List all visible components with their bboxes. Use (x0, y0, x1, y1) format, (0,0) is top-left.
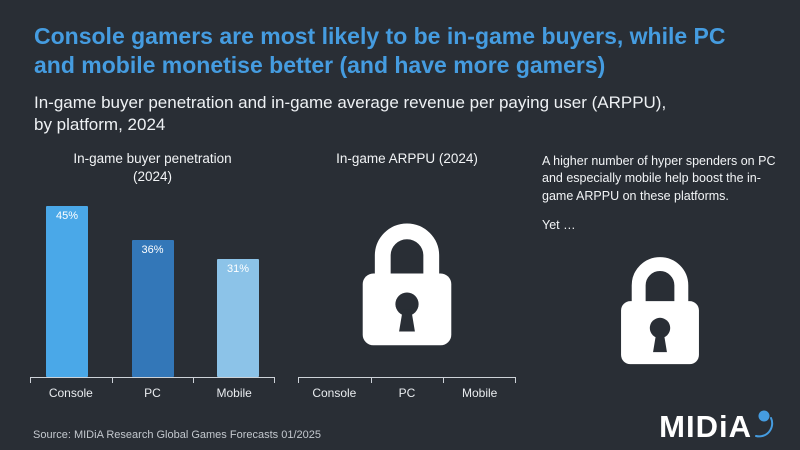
category-label-pc: PC (144, 386, 161, 400)
axis-tick (111, 378, 113, 383)
penetration-chart: In-game buyer penetration (2024) 45% 36%… (30, 150, 275, 400)
category-label-pc: PC (398, 386, 416, 400)
bar-value-label: 36% (141, 244, 164, 256)
axis-tick (298, 378, 299, 383)
padlock-icon (362, 223, 452, 346)
axis-tick (515, 378, 516, 383)
locked-content (542, 246, 777, 372)
header: Console gamers are most likely to be in-… (34, 22, 779, 136)
x-axis (30, 377, 275, 383)
axis-tick (193, 378, 195, 383)
bar-console: 45% (46, 206, 88, 377)
arppu-plot-area (298, 188, 516, 377)
bar-pc: 36% (131, 240, 174, 377)
annotation-text: A higher number of hyper spenders on PC … (542, 154, 776, 203)
x-axis-labels: Console PC Mobile (298, 386, 516, 400)
category-label-mobile: Mobile (216, 386, 252, 400)
annotation-panel: A higher number of hyper spenders on PC … (542, 153, 777, 372)
padlock-icon (620, 256, 699, 364)
bar-value-label: 31% (226, 263, 250, 275)
penetration-chart-title: In-game buyer penetration (2024) (73, 151, 232, 184)
bar-mobile: 31% (217, 259, 259, 377)
category-label-console: Console (48, 386, 93, 400)
axis-tick (443, 378, 445, 383)
x-axis-labels: Console PC Mobile (30, 386, 275, 400)
midia-logo-orbit-icon (755, 410, 774, 438)
axis-tick (30, 378, 31, 383)
axis-tick (370, 378, 372, 383)
midia-logo-text: MIDiA (659, 409, 752, 444)
bar-value-label: 45% (55, 210, 79, 222)
page-title: Console gamers are most likely to be in-… (34, 23, 726, 79)
arppu-chart-title: In-game ARPPU (2024) (336, 151, 478, 166)
penetration-plot-area: 45% 36% 31% (30, 188, 275, 377)
source-note: Source: MIDiA Research Global Games Fore… (33, 429, 321, 441)
category-label-console: Console (312, 386, 357, 400)
axis-tick (274, 378, 275, 383)
x-axis (298, 377, 516, 383)
category-label-mobile: Mobile (462, 386, 498, 400)
page-subtitle: In-game buyer penetration and in-game av… (34, 92, 667, 134)
annotation-yet: Yet … (542, 217, 576, 232)
midia-logo: MIDiA (659, 409, 776, 444)
arppu-chart-locked: In-game ARPPU (2024) Console PC Mobile (298, 150, 516, 400)
